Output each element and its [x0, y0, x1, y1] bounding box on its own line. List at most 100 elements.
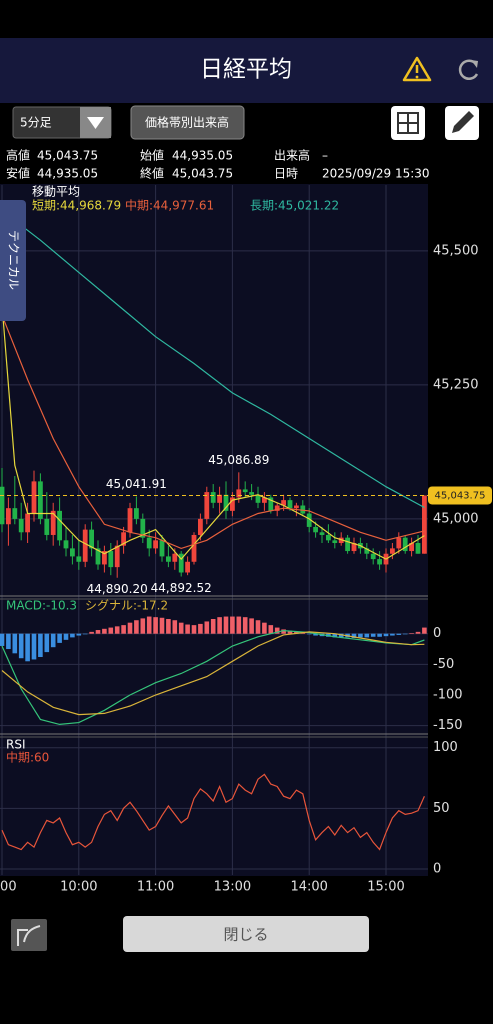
candle-body: [415, 543, 421, 554]
histogram-bar: [370, 633, 376, 637]
histogram-bar: [332, 633, 338, 638]
candle-body: [114, 545, 120, 568]
histogram-bar: [31, 633, 37, 660]
candle-body: [306, 513, 312, 527]
candle-body: [236, 489, 242, 498]
histogram-bar: [70, 633, 75, 638]
draw-button[interactable]: [445, 106, 479, 140]
histogram-bar: [236, 616, 242, 634]
histogram-bar: [102, 628, 107, 634]
warning-icon[interactable]: [402, 56, 432, 82]
candle-body: [287, 500, 293, 509]
quote-value: 45,043.75: [172, 167, 233, 181]
series-line: [1, 210, 425, 509]
histogram-bar: [415, 631, 421, 634]
candle-body: [6, 508, 11, 525]
histogram-bar: [268, 625, 274, 634]
candle-body: [255, 494, 261, 503]
candle-body: [204, 492, 210, 519]
histogram-bar: [274, 627, 280, 634]
y-tick-label: 50: [433, 801, 450, 816]
share-icon[interactable]: [11, 919, 47, 951]
candle-body: [159, 540, 165, 557]
candle-body: [44, 518, 50, 535]
candle-body: [300, 505, 306, 514]
histogram-bar: [108, 627, 114, 634]
histogram-bar: [255, 620, 261, 634]
candle-body: [338, 537, 344, 544]
histogram-bar: [12, 633, 18, 654]
candle-body: [210, 492, 216, 503]
quote-value: –: [322, 149, 328, 163]
candle-body: [242, 489, 248, 493]
histogram-bar: [242, 617, 248, 634]
candle-body: [396, 537, 402, 549]
histogram-bar: [402, 633, 408, 635]
side-tab-label: テクニカル: [7, 230, 21, 290]
histogram-bar: [294, 631, 299, 634]
histogram-bar: [204, 621, 210, 634]
candle-body: [172, 553, 178, 562]
candle-body: [38, 481, 43, 519]
annotation: 44,890.20: [87, 582, 148, 596]
histogram-bar: [172, 620, 178, 634]
candle-body: [345, 537, 350, 552]
y-tick-label: 100: [433, 740, 458, 755]
candle-body: [18, 518, 24, 533]
histogram-bar: [313, 633, 318, 636]
histogram-bar: [383, 633, 389, 637]
layout-button[interactable]: [391, 106, 425, 140]
candle-body: [217, 494, 222, 503]
histogram-bar: [364, 633, 370, 638]
candle-body: [166, 556, 171, 562]
candle-body: [326, 534, 331, 541]
interval-dropdown[interactable]: 5分足: [12, 106, 112, 139]
quote-label: 安値: [6, 166, 30, 181]
histogram-bar: [422, 627, 427, 634]
quote-value: 44,935.05: [37, 167, 98, 181]
candle-body: [108, 551, 114, 568]
histogram-bar: [89, 631, 94, 634]
candle-body: [422, 495, 427, 554]
y-tick-label: -50: [433, 657, 454, 672]
refresh-icon[interactable]: [458, 59, 479, 80]
interval-label: 5分足: [20, 116, 52, 130]
quote-label: 高値: [6, 148, 30, 163]
pane-title: RSI: [6, 738, 26, 752]
close-button[interactable]: 閉じる: [123, 916, 369, 952]
candle-body: [76, 556, 82, 562]
candle-body: [63, 540, 69, 549]
candle-body: [377, 559, 382, 565]
histogram-bar: [38, 633, 43, 657]
x-tick-label: 15:00: [367, 880, 404, 895]
y-tick-label: -150: [433, 718, 463, 733]
histogram-bar: [198, 623, 203, 634]
x-tick-label: 9:00: [0, 880, 17, 895]
side-tab[interactable]: テクニカル: [0, 200, 26, 321]
candle-body: [134, 508, 139, 519]
candle-body: [364, 548, 370, 554]
volume-button[interactable]: 価格帯別出来高: [130, 105, 245, 140]
volume-button-label: 価格帯別出来高: [145, 115, 229, 130]
histogram-bar: [44, 633, 50, 653]
legend-entry: MACD:-10.3: [6, 599, 77, 613]
candle-body: [25, 513, 30, 533]
last-price-label: 45,043.75: [435, 490, 486, 501]
candle-body: [185, 561, 190, 573]
quote-label: 日時: [274, 167, 298, 181]
histogram-bar: [249, 618, 254, 634]
candle-body: [274, 505, 280, 511]
histogram-bar: [390, 633, 395, 636]
histogram-bar: [127, 622, 133, 634]
candle-body: [178, 553, 184, 573]
header-title: 日経平均: [200, 57, 292, 83]
series-line: [1, 773, 425, 851]
histogram-bar: [146, 616, 152, 634]
candle-body: [402, 537, 408, 552]
x-tick-label: 14:00: [290, 880, 327, 895]
series-line: [1, 629, 425, 726]
candle-body: [191, 534, 197, 562]
annotation: 45,041.91: [106, 477, 167, 491]
histogram-bar: [95, 630, 101, 634]
series-line: [1, 631, 425, 716]
